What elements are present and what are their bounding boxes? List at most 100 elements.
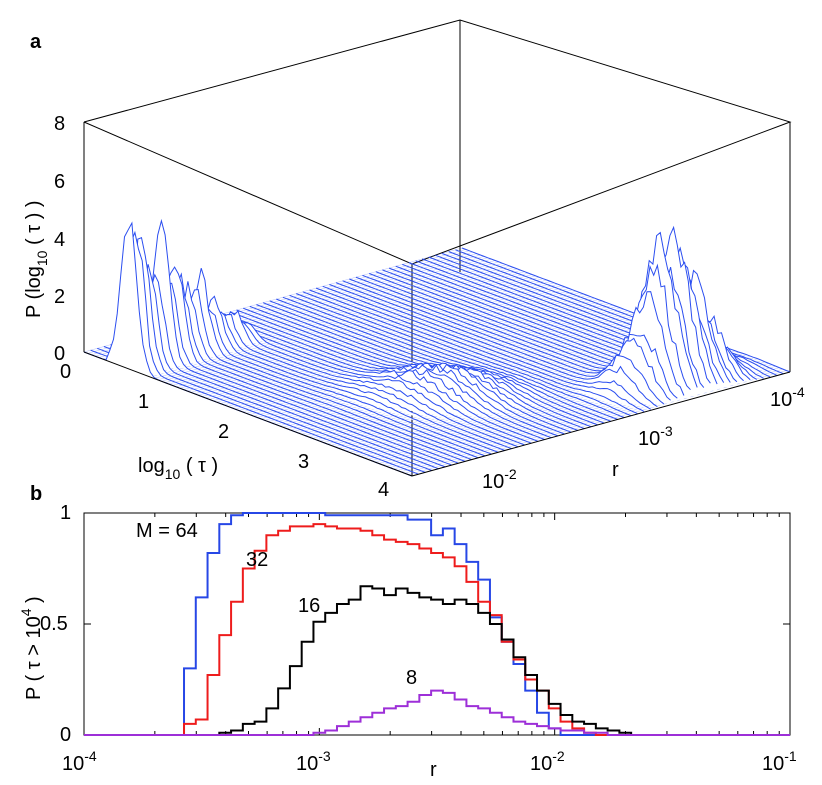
series-line-m16 xyxy=(84,585,790,736)
surface-trace xyxy=(243,307,572,433)
z-tick-label: 0 xyxy=(54,343,65,365)
panel-b-y-label: P ( τ > 104 ) xyxy=(18,596,45,700)
panel-b-tick-marks xyxy=(83,512,790,736)
surface-trace xyxy=(282,296,612,422)
y-tick-label: 0 xyxy=(60,724,71,746)
mesh-line xyxy=(190,288,569,393)
surface-trace xyxy=(183,313,512,450)
z-tick-label: 6 xyxy=(54,171,65,193)
x-tick-label: 2 xyxy=(218,421,229,443)
series-label-m16: 16 xyxy=(298,595,320,617)
surface-trace xyxy=(335,282,665,405)
z-tick-label: 8 xyxy=(54,113,65,135)
z-tick-label: 2 xyxy=(54,286,65,308)
surface-trace xyxy=(329,284,658,408)
panel-a-y-axis-line xyxy=(411,371,791,477)
z-tick-label: 4 xyxy=(54,229,65,251)
surface-trace xyxy=(289,294,618,420)
mesh-line xyxy=(246,309,625,414)
y-tick-label: 10-4 xyxy=(770,384,805,411)
y-tick-label: 0.5 xyxy=(40,613,68,635)
surface-trace xyxy=(156,268,486,457)
surface-trace xyxy=(130,266,459,464)
mesh-line xyxy=(161,277,540,382)
surface-trace xyxy=(97,237,426,473)
mesh-line xyxy=(235,304,614,410)
surface-trace xyxy=(309,289,638,415)
mesh-line xyxy=(165,278,544,383)
trace-mask xyxy=(190,311,519,447)
surface-trace xyxy=(369,231,698,388)
mesh-line xyxy=(205,293,584,399)
panel-b-axes-box xyxy=(83,512,791,736)
mesh-line xyxy=(231,303,610,408)
surface-trace xyxy=(170,295,499,453)
panel-a-z-ticks: 0 2 4 6 8 xyxy=(54,113,65,365)
panel-b-label: b xyxy=(30,483,42,505)
surface-trace xyxy=(302,291,631,417)
mesh-line xyxy=(220,299,599,404)
mesh-line xyxy=(187,286,566,392)
mesh-line xyxy=(212,296,592,402)
mesh-line xyxy=(216,297,595,403)
surface-trace xyxy=(223,313,552,439)
panel-b-series xyxy=(84,512,790,736)
surface-trace xyxy=(209,316,539,442)
panel-b-x-label: r xyxy=(430,759,437,781)
panel-a-z-label: P (log10 ( τ ) ) xyxy=(23,200,50,318)
surface-trace xyxy=(90,230,419,475)
trace-mask xyxy=(196,315,525,445)
surface-trace xyxy=(249,305,578,431)
panel-a-surface-plot: a 0 2 4 6 8 P (log10 ( τ ) ) 0 1 2 xyxy=(23,19,805,501)
series-label-m8: 8 xyxy=(406,667,417,689)
box-top xyxy=(83,19,792,265)
mesh-line xyxy=(209,295,588,400)
surface-trace xyxy=(123,268,452,466)
x-tick-label: 4 xyxy=(378,479,389,501)
surface-trace xyxy=(296,293,625,418)
y-tick-label: 10-3 xyxy=(638,423,673,450)
surface-trace xyxy=(110,273,439,470)
y-tick-label: 10-2 xyxy=(482,466,517,493)
surface-trace xyxy=(150,288,479,459)
panel-a-traces xyxy=(83,218,791,477)
mesh-line xyxy=(227,302,606,407)
series-line-m8 xyxy=(84,689,790,736)
mesh-line xyxy=(194,289,573,395)
surface-trace xyxy=(136,272,466,462)
surface-trace xyxy=(315,287,645,413)
x-tick-label: 10-4 xyxy=(62,748,97,775)
y-tick-label: 1 xyxy=(60,502,71,524)
surface-trace xyxy=(216,315,545,440)
x-tick-label: 0 xyxy=(60,361,71,383)
surface-trace xyxy=(203,318,532,444)
mesh-line xyxy=(198,290,577,396)
x-tick-label: 10-1 xyxy=(762,748,797,775)
series-label-m32: 32 xyxy=(246,549,268,571)
series-line-m64 xyxy=(84,512,790,736)
mesh-line xyxy=(157,275,536,381)
panel-a-label: a xyxy=(30,31,42,53)
surface-trace xyxy=(103,264,433,471)
surface-trace xyxy=(461,247,791,373)
mesh-line xyxy=(176,282,555,388)
x-tick-label: 1 xyxy=(138,391,149,413)
surface-trace xyxy=(143,281,472,461)
trace-mask xyxy=(349,279,678,404)
mesh-line xyxy=(242,307,621,413)
mesh-line xyxy=(150,272,529,378)
surface-trace xyxy=(196,314,525,446)
surface-trace xyxy=(276,298,605,424)
mesh-line xyxy=(223,300,603,406)
x-tick-label: 10-2 xyxy=(530,748,565,775)
x-tick-label: 3 xyxy=(298,451,309,473)
series-label-m64: M = 64 xyxy=(136,520,198,542)
panel-a-x-label: log10 ( τ ) xyxy=(138,455,218,482)
panel-a-y-ticks: 10-4 10-3 10-2 xyxy=(482,384,805,493)
mesh-line xyxy=(168,279,547,385)
panel-b-step-plot: b 0 0.5 1 P ( τ > 104 ) 10-4 10-3 10-2 1… xyxy=(18,483,797,781)
mesh-line xyxy=(153,274,533,379)
panel-a-x-axis-line xyxy=(83,351,413,477)
surface-trace xyxy=(163,307,492,455)
x-tick-label: 10-3 xyxy=(296,748,331,775)
